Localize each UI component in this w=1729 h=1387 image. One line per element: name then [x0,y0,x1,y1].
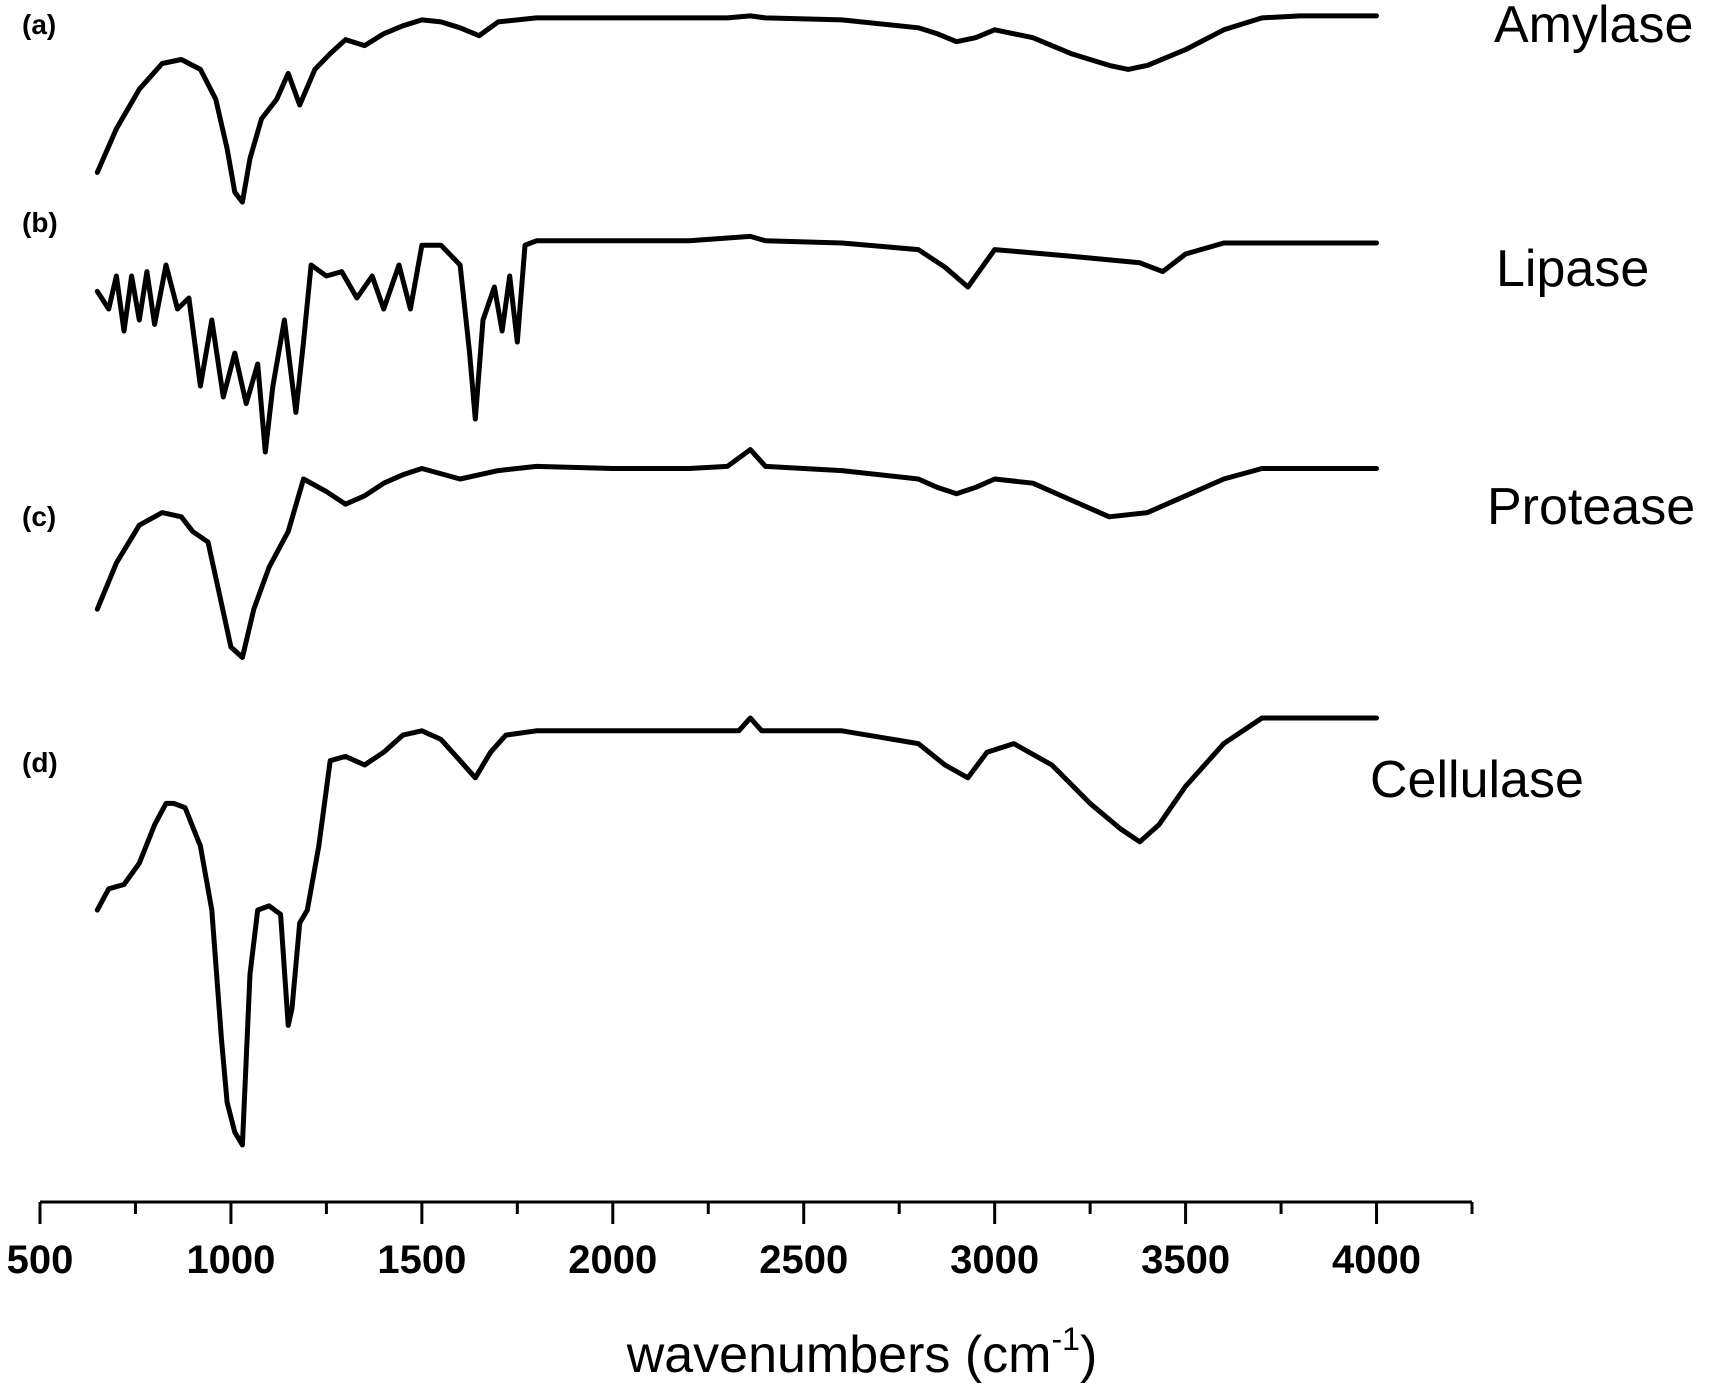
panel-label-cellulase: (d) [22,747,58,778]
panel-label-lipase: (b) [22,207,58,238]
series-name-protease: Protease [1487,478,1695,536]
x-axis-title-main: wavenumbers (cm [626,1326,1052,1384]
series-name-cellulase: Cellulase [1370,751,1584,809]
panel-label-protease: (c) [22,501,56,532]
trace-lipase [94,233,1379,455]
x-axis-tick-labels: 500 1000 1500 2000 2500 3000 3500 4000 [7,1238,1421,1282]
spectra-traces [94,13,1379,1148]
trace-cellulase [94,715,1379,1148]
x-tick-label-1500: 1500 [377,1238,466,1282]
x-tick-label-1000: 1000 [186,1238,275,1282]
series-name-amylase: Amylase [1494,0,1693,54]
panel-label-amylase: (a) [22,9,56,40]
x-tick-label-4000: 4000 [1332,1238,1421,1282]
trace-amylase [94,13,1379,205]
x-axis: 500 1000 1500 2000 2500 3000 3500 4000 [7,1200,1474,1282]
series-labels: (a) Amylase (b) Lipase (c) Protease (d) Cellula… [22,0,1695,809]
x-axis-title-close: ) [1080,1326,1097,1384]
trace-protease [94,447,1379,660]
x-tick-label-3500: 3500 [1141,1238,1230,1282]
series-name-lipase: Lipase [1496,240,1649,298]
x-axis-title: wavenumbers (cm-1) [626,1321,1098,1384]
x-tick-label-2500: 2500 [759,1238,848,1282]
x-tick-label-3000: 3000 [950,1238,1039,1282]
x-tick-label-2000: 2000 [568,1238,657,1282]
x-axis-title-superscript: -1 [1052,1321,1080,1357]
x-tick-label-500: 500 [7,1238,74,1282]
x-axis-ticks [38,1202,1474,1224]
